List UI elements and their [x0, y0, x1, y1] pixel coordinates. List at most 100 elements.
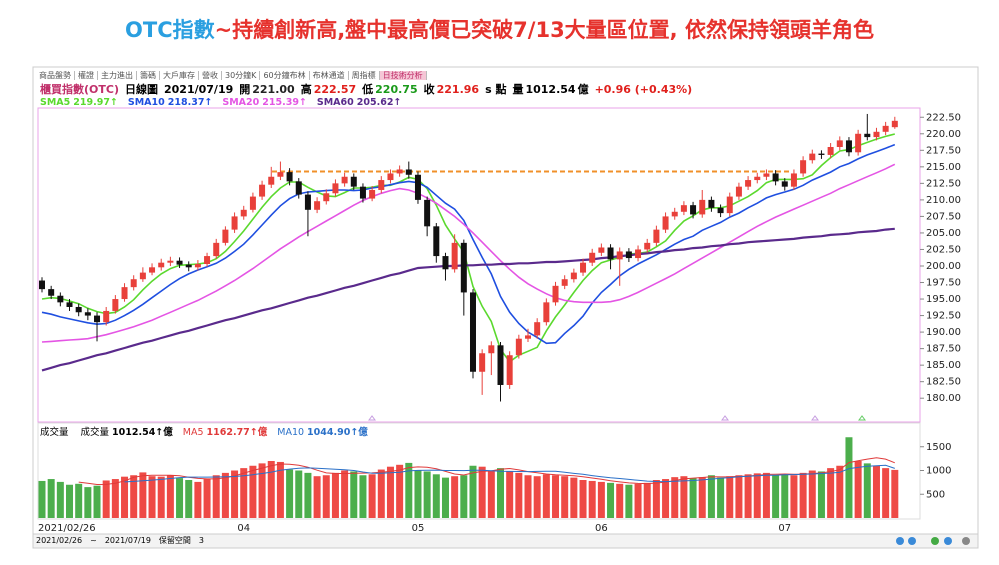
volume-bar	[322, 475, 330, 518]
volume-bar	[295, 470, 303, 518]
y-tick-label: 202.50	[926, 244, 961, 255]
frame	[32, 66, 979, 549]
volume-bar	[451, 476, 459, 518]
volume-bar	[497, 468, 504, 518]
legend-name: SMA10	[127, 97, 165, 108]
legend-value: 218.37↑	[167, 97, 213, 108]
volume-bar	[524, 475, 532, 518]
candle-body	[378, 180, 385, 190]
symbol: 櫃買指數(OTC)	[40, 83, 119, 96]
x-tick-label: 05	[412, 523, 425, 534]
candle-body	[625, 251, 632, 259]
candle-body	[222, 229, 229, 243]
volume-bar	[753, 473, 761, 518]
y-tick-label: 180.00	[926, 393, 961, 404]
volume-bar	[827, 468, 835, 518]
candle-body	[149, 267, 156, 273]
y-tick-label: 212.50	[926, 178, 961, 189]
x-tick-label: 04	[237, 523, 250, 534]
candle-body	[112, 299, 119, 311]
control-bar	[32, 533, 979, 549]
candle-body	[158, 262, 165, 268]
tab: 布林通道	[309, 71, 349, 80]
candle-body	[442, 256, 449, 270]
volume-bar	[790, 475, 798, 518]
sma-legend: SMA5 219.97↑ SMA10 218.37↑ SMA20 215.39↑ SMA60…	[40, 97, 411, 108]
volume-bar	[368, 474, 376, 518]
legend-name: SMA20	[222, 97, 260, 108]
toolbar-icons	[896, 537, 970, 545]
y-tick-label: 222.50	[926, 112, 961, 123]
volume-bar	[561, 476, 569, 518]
volume-bar	[441, 477, 449, 518]
volume-bar	[267, 461, 275, 518]
control-sep: ~	[90, 536, 97, 545]
candle-body	[323, 193, 330, 202]
candle-body	[451, 242, 458, 270]
legend-name: MA10	[277, 427, 305, 438]
candle-body	[726, 196, 733, 214]
volume-bar	[221, 472, 229, 518]
volume-bar	[47, 479, 55, 518]
y-tick-label: 185.00	[926, 360, 961, 371]
period: 日線圖	[124, 83, 158, 96]
volume-bar	[808, 470, 816, 518]
volume-bar	[588, 480, 596, 518]
info-row: 櫃買指數(OTC) 日線圖 2021/07/19 開 221.00 高 222.57 低 220…	[40, 81, 698, 97]
candle-body	[891, 120, 898, 128]
candle-body	[84, 312, 91, 316]
candle-body	[855, 133, 862, 153]
volume-value: 1012.54	[525, 83, 576, 96]
y-tick-label: 217.50	[926, 145, 961, 156]
tab: 營收	[199, 71, 222, 80]
volume-bar	[717, 477, 725, 518]
tab: 籌碼	[137, 71, 160, 80]
candle-body	[369, 189, 376, 199]
volume-bar	[707, 475, 715, 518]
legend-value: 215.39↑	[262, 97, 307, 108]
tab: 30分鐘K	[222, 71, 261, 80]
volume-bar	[634, 483, 642, 518]
volume-bar	[231, 470, 239, 518]
candle-body	[48, 289, 55, 296]
candle-body	[139, 272, 146, 280]
volume-title: 成交量	[40, 427, 69, 438]
tab: 日技術分析	[379, 71, 427, 80]
candle-body	[213, 242, 220, 257]
candle-body	[460, 242, 467, 293]
candle-body	[781, 181, 788, 187]
volume-name: 成交量	[80, 427, 110, 438]
legend-name: SMA60	[316, 97, 354, 108]
tabs: 商品盤勢 權證 主力進出 籌碼 大戶庫存 營收 30分鐘K 60分鐘布林 布林通道 周指標 日技術分…	[36, 70, 427, 81]
candle-body	[644, 242, 651, 250]
volume-bar	[552, 475, 560, 518]
candle-body	[359, 186, 366, 199]
volume-bar	[643, 482, 651, 518]
volume-bar	[882, 468, 890, 518]
volume-bar	[258, 463, 266, 518]
candle-body	[754, 176, 761, 181]
candle-body	[635, 249, 642, 259]
volume-bar	[597, 481, 605, 518]
x-tick-label: 07	[778, 523, 791, 534]
volume-bar	[836, 465, 844, 518]
volume-bar	[542, 474, 550, 518]
candle-body	[818, 153, 825, 155]
volume-bar	[698, 477, 706, 518]
unit: s 點	[485, 83, 507, 96]
volume-bar	[38, 480, 46, 518]
candle-body	[699, 199, 706, 215]
control-to: 2021/07/19	[104, 536, 151, 545]
volume-value: 1012.54↑億	[112, 427, 173, 438]
volume-bar	[781, 474, 789, 518]
candle-body	[433, 226, 440, 257]
control-from: 2021/02/26	[36, 536, 83, 545]
tab: 60分鐘布林	[260, 71, 310, 80]
volume-bar	[176, 478, 184, 518]
y-tick-label: 200.00	[926, 261, 961, 272]
candle-body	[790, 173, 797, 187]
candle-body	[414, 174, 421, 200]
candle-body	[570, 272, 577, 280]
volume-bar	[157, 476, 165, 518]
